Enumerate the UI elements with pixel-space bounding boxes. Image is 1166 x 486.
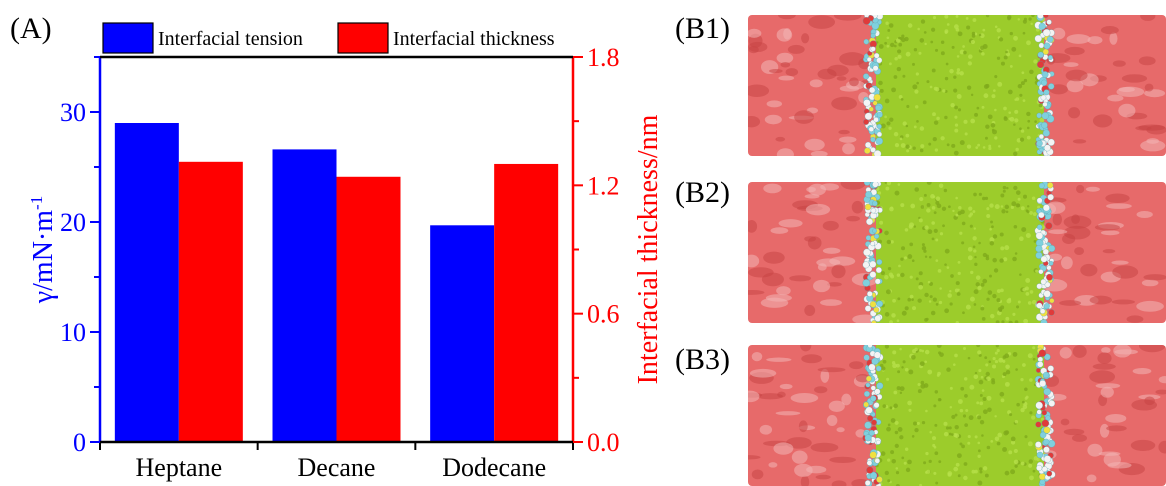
left-tick-label: 30: [60, 98, 86, 127]
bar-thickness-heptane: [178, 161, 243, 443]
left-tick-label: 10: [60, 318, 86, 347]
panel-b1-label: (B1): [675, 12, 730, 45]
bar-tension-heptane: [114, 123, 179, 442]
x-tick-label: Decane: [298, 453, 376, 482]
bar-tension-dodecane: [430, 225, 495, 442]
right-axis-title: Interfacial thickness/nm: [633, 114, 664, 384]
legend-swatch-tension: [102, 22, 154, 54]
bar-chart: Heptane Decane Dodecane 0 10 20 30 0.0 0.6 1.2 1.8…: [27, 22, 664, 482]
md-snapshot-drawing: [748, 345, 1166, 486]
md-snapshot-b1: [748, 15, 1166, 156]
bar-thickness-decane: [336, 176, 401, 442]
md-snapshot-drawing: [748, 182, 1166, 323]
panel-b3-label: (B3): [675, 343, 730, 376]
x-tick-label: Heptane: [136, 453, 223, 482]
md-snapshot-drawing: [748, 15, 1166, 156]
bar-thickness-dodecane: [494, 163, 559, 442]
legend-label-tension: Interfacial tension: [158, 28, 303, 50]
legend-swatch-thickness: [337, 22, 389, 54]
x-tick-label: Dodecane: [442, 453, 546, 482]
legend-label-thickness: Interfacial thickness: [393, 28, 555, 50]
md-snapshot-b2: [748, 182, 1166, 323]
right-tick-label: 0.6: [587, 300, 620, 329]
left-axis-title: γ/mN·m-1: [27, 196, 59, 304]
right-tick-label: 0.0: [587, 428, 620, 457]
left-tick-label: 0: [73, 428, 86, 457]
md-snapshot-b3: [748, 345, 1166, 486]
panel-a-label: (A): [10, 12, 52, 45]
bar-tension-decane: [272, 149, 337, 442]
right-tick-label: 1.2: [587, 171, 620, 200]
left-tick-label: 20: [60, 208, 86, 237]
right-tick-label: 1.8: [587, 43, 620, 72]
panel-b2-label: (B2): [675, 176, 730, 209]
